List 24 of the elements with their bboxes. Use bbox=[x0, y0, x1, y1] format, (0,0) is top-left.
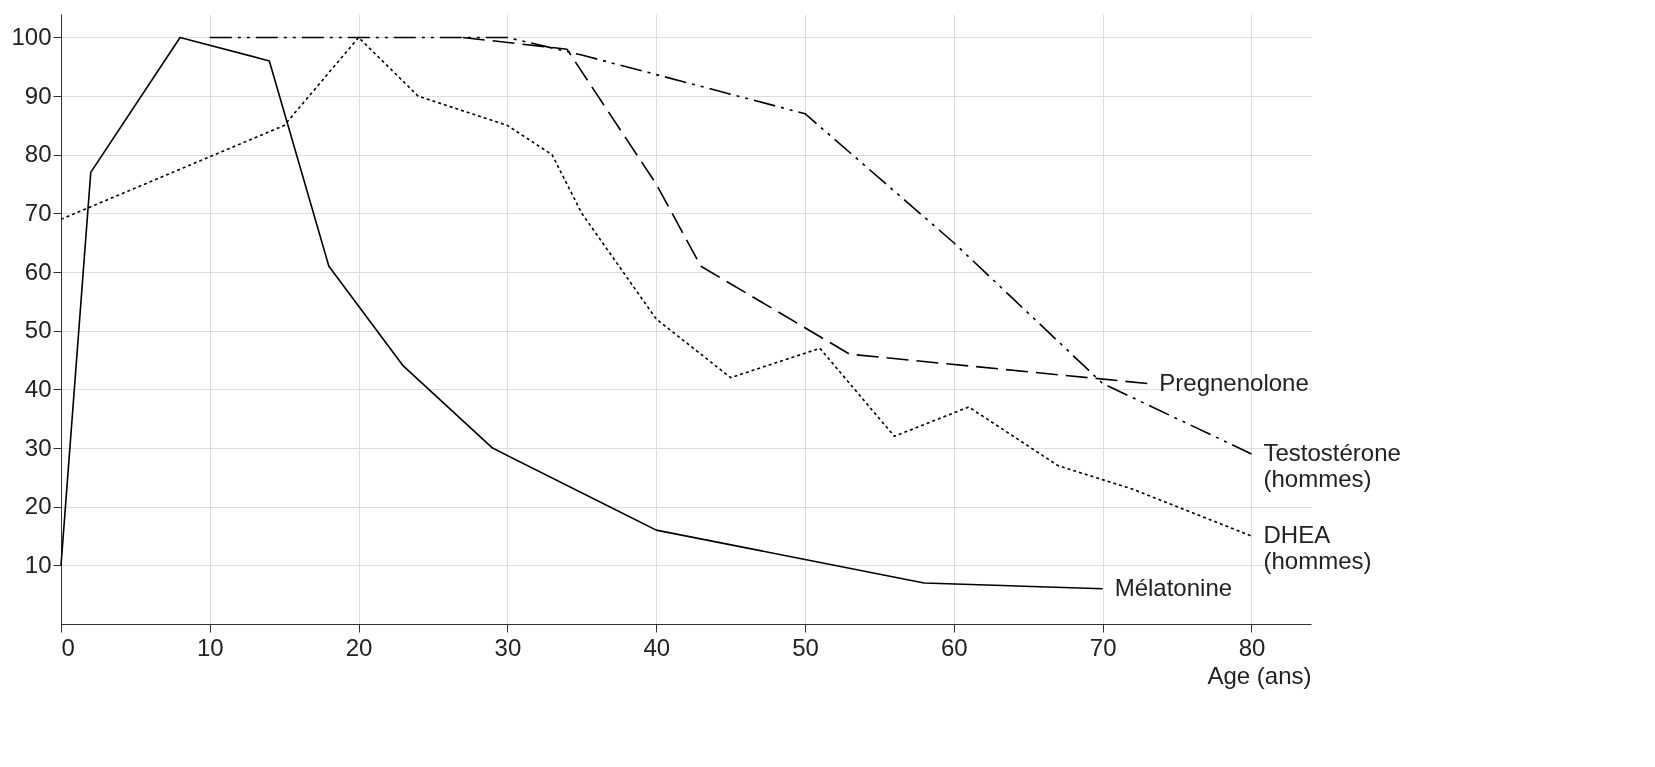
y-tick-label: 40 bbox=[24, 374, 52, 402]
x-tick-label: 10 bbox=[196, 633, 224, 661]
y-tick-label: 20 bbox=[24, 492, 52, 520]
series-label: DHEA (hommes) bbox=[1263, 521, 1372, 575]
x-tick-label: 30 bbox=[494, 633, 522, 661]
x-tick-label: 50 bbox=[792, 633, 819, 661]
y-tick-label: 50 bbox=[24, 316, 52, 344]
x-tick-label: 70 bbox=[1089, 633, 1117, 661]
y-tick-label: 100 bbox=[11, 22, 52, 50]
series-label: Mélatonine bbox=[1114, 573, 1233, 601]
y-tick-label: 90 bbox=[24, 81, 52, 109]
series-label: Pregnenolone bbox=[1159, 368, 1309, 396]
x-tick-label: 40 bbox=[643, 633, 671, 661]
x-axis-title: Age (ans) bbox=[1207, 661, 1312, 689]
x-tick-label: 0 bbox=[61, 633, 75, 661]
y-tick-label: 30 bbox=[24, 433, 52, 461]
x-tick-label: 60 bbox=[941, 633, 968, 661]
series-label: Testostérone (hommes) bbox=[1263, 438, 1401, 492]
y-tick-label: 80 bbox=[24, 140, 52, 168]
x-tick-label: 20 bbox=[345, 633, 373, 661]
y-tick-label: 60 bbox=[24, 257, 52, 285]
y-tick-label: 10 bbox=[24, 550, 52, 578]
y-tick-label: 70 bbox=[24, 198, 52, 226]
x-tick-label: 80 bbox=[1238, 633, 1266, 661]
